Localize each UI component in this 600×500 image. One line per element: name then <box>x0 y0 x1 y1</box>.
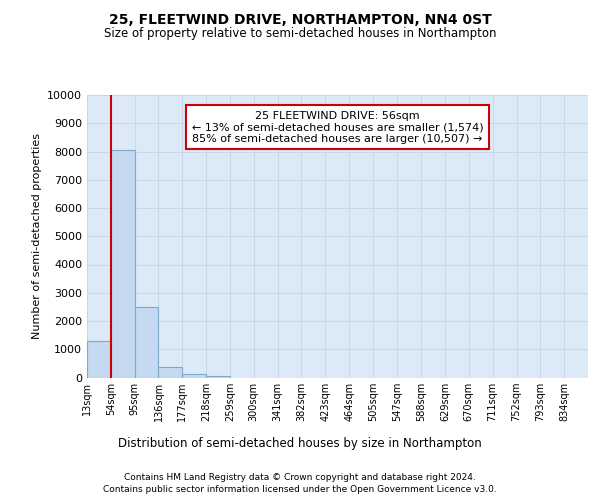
Text: Contains HM Land Registry data © Crown copyright and database right 2024.: Contains HM Land Registry data © Crown c… <box>124 472 476 482</box>
Text: Contains public sector information licensed under the Open Government Licence v3: Contains public sector information licen… <box>103 485 497 494</box>
Y-axis label: Number of semi-detached properties: Number of semi-detached properties <box>32 133 41 339</box>
Text: 25 FLEETWIND DRIVE: 56sqm
← 13% of semi-detached houses are smaller (1,574)
85% : 25 FLEETWIND DRIVE: 56sqm ← 13% of semi-… <box>191 110 484 144</box>
Bar <box>158 367 182 378</box>
Text: Distribution of semi-detached houses by size in Northampton: Distribution of semi-detached houses by … <box>118 438 482 450</box>
Bar <box>87 341 111 378</box>
Bar <box>111 150 134 378</box>
Bar <box>134 307 158 378</box>
Text: Size of property relative to semi-detached houses in Northampton: Size of property relative to semi-detach… <box>104 28 496 40</box>
Bar <box>182 374 206 378</box>
Text: 25, FLEETWIND DRIVE, NORTHAMPTON, NN4 0ST: 25, FLEETWIND DRIVE, NORTHAMPTON, NN4 0S… <box>109 12 491 26</box>
Bar <box>206 376 230 378</box>
